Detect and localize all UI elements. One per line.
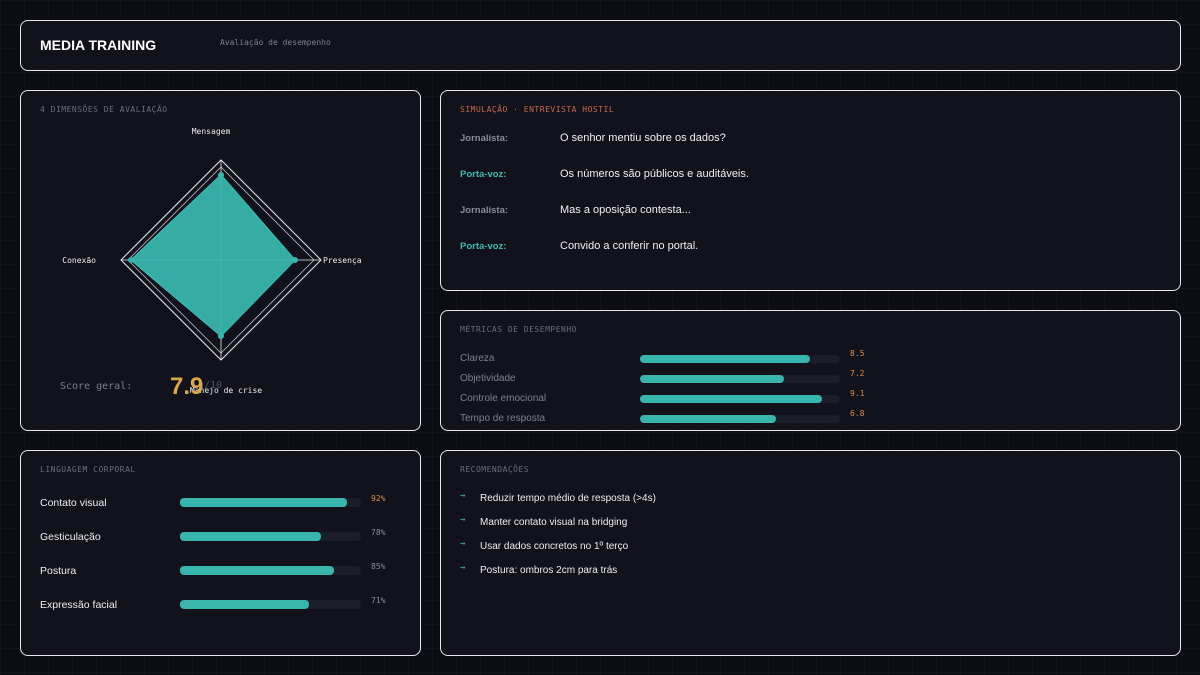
dialogue-speaker: Porta-voz: [460,241,507,252]
dialogue-text: Convido a conferir no portal. [560,240,699,252]
body-language-row: Postura 85% [40,562,410,581]
arrow-right-icon: → [460,539,466,549]
dialogue-text: Os números são públicos e auditáveis. [560,168,749,180]
metric-bar-track [640,355,840,363]
radar-data-area [129,173,297,338]
body-language-bar-fill [180,600,309,609]
body-language-row: Contato visual 92% [40,494,410,513]
app-subtitle: Avaliação de desempenho [220,38,331,47]
radar-data-point [292,257,298,263]
metrics-panel-label: MÉTRICAS DE DESEMPENHO [460,325,577,334]
body-language-bar-fill [180,532,322,541]
metric-value: 9.1 [850,389,865,398]
recommendation-text: Postura: ombros 2cm para trás [480,565,618,576]
recommendations-panel-label: RECOMENDAÇÕES [460,465,530,474]
body-language-name: Gesticulação [40,531,101,543]
dialogue-speaker: Jornalista: [460,205,509,216]
metric-row: Controle emocional 9.1 [460,389,1160,407]
header-panel: MEDIA TRAINING Avaliação de desempenho [20,20,1181,71]
metric-bar-fill [640,375,784,383]
score-label: Score geral: [60,381,133,392]
body-language-name: Contato visual [40,497,107,509]
radar-data-point [128,257,134,263]
recommendation-item: → Usar dados concretos no 1º terço [460,539,1160,555]
metric-bar-track [640,395,840,403]
metric-bar-fill [640,355,810,363]
metric-name: Objetividade [460,373,516,384]
body-language-name: Postura [40,565,77,577]
body-language-bar-fill [180,566,334,575]
dialogue-line: Jornalista: O senhor mentiu sobre os dad… [460,132,1160,149]
score-max: /10 [204,380,223,391]
body-language-bar-track [180,498,361,507]
arrow-right-icon: → [460,491,466,501]
metric-name: Controle emocional [460,393,547,404]
metric-row: Tempo de resposta 6.8 [460,409,1160,427]
dialogue-line: Porta-voz: Os números são públicos e aud… [460,168,1160,185]
score-value: 7.9 [170,373,204,400]
dialogue-line: Porta-voz: Convido a conferir no portal. [460,240,1160,257]
body-language-value: 71% [371,596,386,605]
recommendation-item: → Reduzir tempo médio de resposta (>4s) [460,491,1160,507]
recommendation-item: → Manter contato visual na bridging [460,515,1160,531]
metric-bar-fill [640,415,776,423]
dialogue-speaker: Porta-voz: [460,169,507,180]
simulation-panel-label: SIMULAÇÃO · ENTREVISTA HOSTIL [460,105,615,114]
recommendation-text: Manter contato visual na bridging [480,517,628,528]
body-language-value: 85% [371,562,386,571]
radar-panel: 4 DIMENSÕES DE AVALIAÇÃO Mensagem Presenç… [20,90,421,431]
radar-panel-label: 4 DIMENSÕES DE AVALIAÇÃO [40,105,168,114]
metric-name: Tempo de resposta [460,413,546,424]
body-language-bar-fill [180,498,347,507]
radar-axis-label: Presença [323,256,362,265]
metric-bar-fill [640,395,822,403]
metric-value: 8.5 [850,349,865,358]
app-title: MEDIA TRAINING [40,37,157,53]
body-language-panel-label: LINGUAGEM CORPORAL [40,465,136,474]
radar-axis-label: Conexão [62,256,96,265]
simulation-panel: SIMULAÇÃO · ENTREVISTA HOSTIL Jornalista… [440,90,1181,291]
metric-row: Objetividade 7.2 [460,369,1160,387]
arrow-right-icon: → [460,563,466,573]
arrow-right-icon: → [460,515,466,525]
radar-data-point [218,333,224,339]
radar-chart: Mensagem Presença Manejo de crise Conexão [62,127,362,395]
body-language-bar-track [180,532,361,541]
radar-data-point [218,172,224,178]
metric-row: Clareza 8.5 [460,349,1160,367]
metric-value: 7.2 [850,369,865,378]
recommendation-text: Reduzir tempo médio de resposta (>4s) [480,493,656,504]
radar-axis-label: Mensagem [192,127,231,136]
body-language-row: Gesticulação 78% [40,528,410,547]
dialogue-line: Jornalista: Mas a oposição contesta... [460,204,1160,221]
dialogue-text: O senhor mentiu sobre os dados? [560,132,726,144]
metric-bar-track [640,375,840,383]
metric-value: 6.8 [850,409,865,418]
metrics-panel: MÉTRICAS DE DESEMPENHO Clareza 8.5 Objet… [440,310,1181,431]
recommendation-item: → Postura: ombros 2cm para trás [460,563,1160,579]
body-language-bar-track [180,600,361,609]
body-language-panel: LINGUAGEM CORPORAL Contato visual 92% Ge… [20,450,421,656]
dialogue-speaker: Jornalista: [460,133,509,144]
metric-bar-track [640,415,840,423]
body-language-name: Expressão facial [40,599,118,611]
recommendations-panel: RECOMENDAÇÕES → Reduzir tempo médio de r… [440,450,1181,656]
body-language-value: 92% [371,494,386,503]
radar-axis-label: Manejo de crise [190,386,262,395]
body-language-row: Expressão facial 71% [40,596,410,615]
recommendation-text: Usar dados concretos no 1º terço [480,541,629,552]
metric-name: Clareza [460,353,495,364]
body-language-value: 78% [371,528,386,537]
dialogue-text: Mas a oposição contesta... [560,204,691,216]
body-language-bar-track [180,566,361,575]
